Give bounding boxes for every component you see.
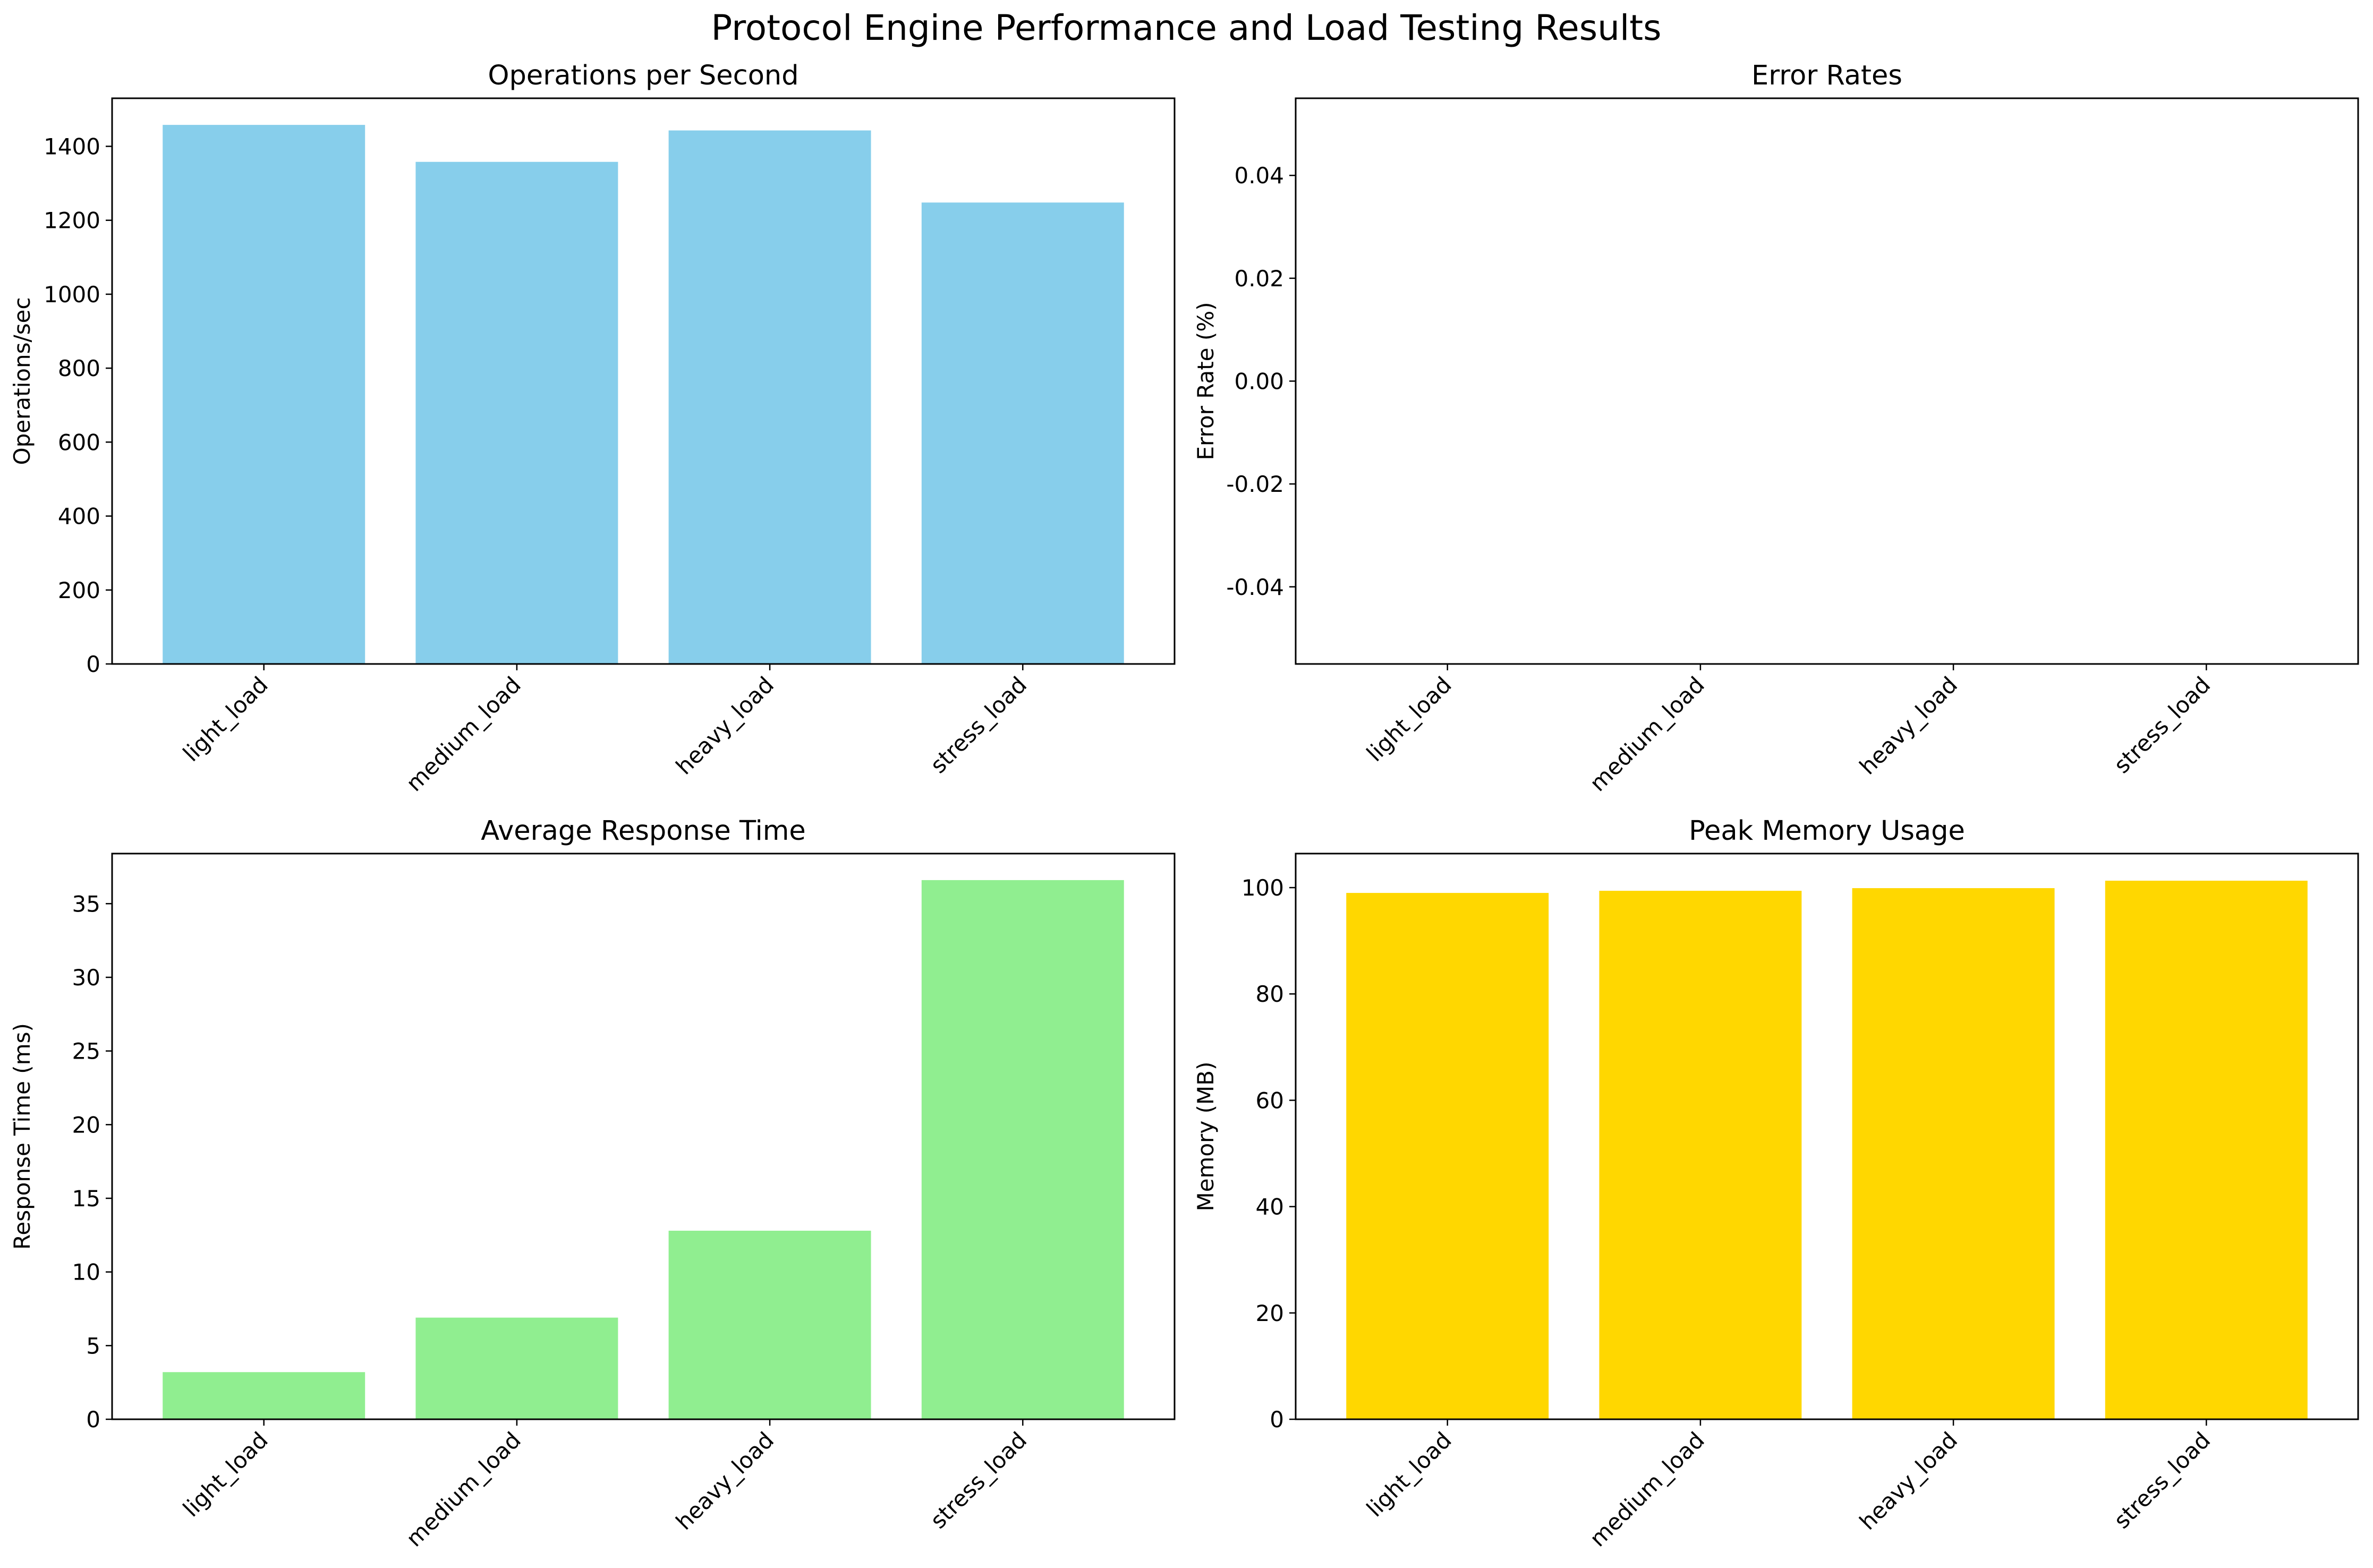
y-tick-label: 40 [1256,1194,1284,1220]
y-axis-label: Operations/sec [9,297,35,465]
y-tick-label: 0 [86,1407,100,1433]
bar-medium-load [1599,891,1802,1419]
y-tick-label: 5 [86,1333,100,1359]
y-tick-label: -0.04 [1226,574,1284,600]
y-tick-label: 15 [72,1186,100,1212]
y-tick-label: 0 [86,651,100,677]
bar-light-load [1346,893,1549,1419]
y-axis-label: Error Rate (%) [1193,302,1219,460]
y-tick-label: 35 [72,891,100,917]
y-tick-label: 0.04 [1234,163,1284,189]
y-tick-label: 0.02 [1234,266,1284,292]
chart-title: Average Response Time [481,815,806,847]
y-tick-label: 60 [1256,1087,1284,1113]
y-tick-label: 400 [58,504,100,530]
y-tick-label: 1000 [44,282,100,308]
y-tick-label: 1400 [44,133,100,159]
bar-stress-load [921,202,1124,664]
y-tick-label: 800 [58,355,100,381]
y-tick-label: 30 [72,965,100,991]
y-tick-label: 20 [72,1112,100,1138]
axes-frame [1295,853,2359,1420]
y-tick-label: 600 [58,429,100,455]
y-tick-label: 200 [58,577,100,603]
axes-frame [1295,97,2359,665]
bar-light-load [163,1372,365,1419]
figure-title: Protocol Engine Performance and Load Tes… [711,7,1661,48]
chart-title: Peak Memory Usage [1689,815,1965,847]
bar-heavy-load [668,1231,871,1419]
chart-title: Operations per Second [488,60,798,91]
y-axis-label: Response Time (ms) [9,1023,35,1250]
bar-heavy-load [1852,888,2055,1419]
y-axis-label: Memory (MB) [1193,1062,1219,1212]
y-tick-label: 20 [1256,1300,1284,1326]
y-tick-label: -0.02 [1226,471,1284,497]
y-tick-label: 0 [1270,1407,1284,1433]
axes-frame [111,97,1176,665]
bar-medium-load [415,161,618,664]
chart-title: Error Rates [1751,60,1902,91]
bar-stress-load [2105,881,2308,1419]
y-tick-label: 0.00 [1234,369,1284,395]
bar-light-load [163,125,365,664]
y-tick-label: 80 [1256,981,1284,1007]
bar-stress-load [921,880,1124,1419]
bar-heavy-load [668,130,871,664]
y-tick-label: 1200 [44,208,100,234]
y-tick-label: 100 [1241,875,1284,901]
bar-medium-load [415,1317,618,1419]
y-tick-label: 25 [72,1038,100,1064]
axes-frame [111,853,1176,1420]
y-tick-label: 10 [72,1259,100,1285]
